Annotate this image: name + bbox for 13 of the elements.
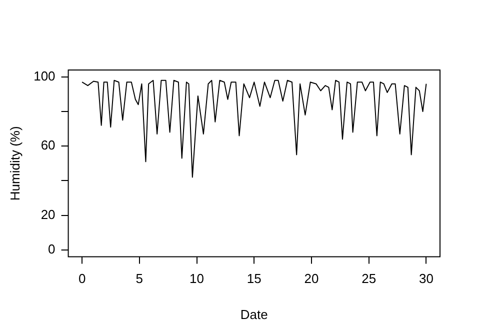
x-tick-label: 25 bbox=[362, 271, 376, 286]
y-tick-label: 60 bbox=[40, 138, 56, 153]
x-tick-label: 15 bbox=[246, 271, 262, 286]
y-tick-label: 100 bbox=[34, 68, 56, 84]
x-tick-label: 30 bbox=[419, 271, 434, 286]
x-tick-label: 0 bbox=[78, 271, 86, 286]
x-tick-label: 10 bbox=[190, 271, 204, 286]
y-tick-label: 20 bbox=[40, 206, 56, 222]
y-tick-label: 0 bbox=[48, 241, 56, 256]
x-tick-label: 5 bbox=[136, 271, 144, 286]
x-tick-label: 20 bbox=[304, 271, 319, 286]
x-axis-title: Date bbox=[240, 306, 268, 322]
y-axis-title: Humidity (%) bbox=[7, 126, 22, 201]
